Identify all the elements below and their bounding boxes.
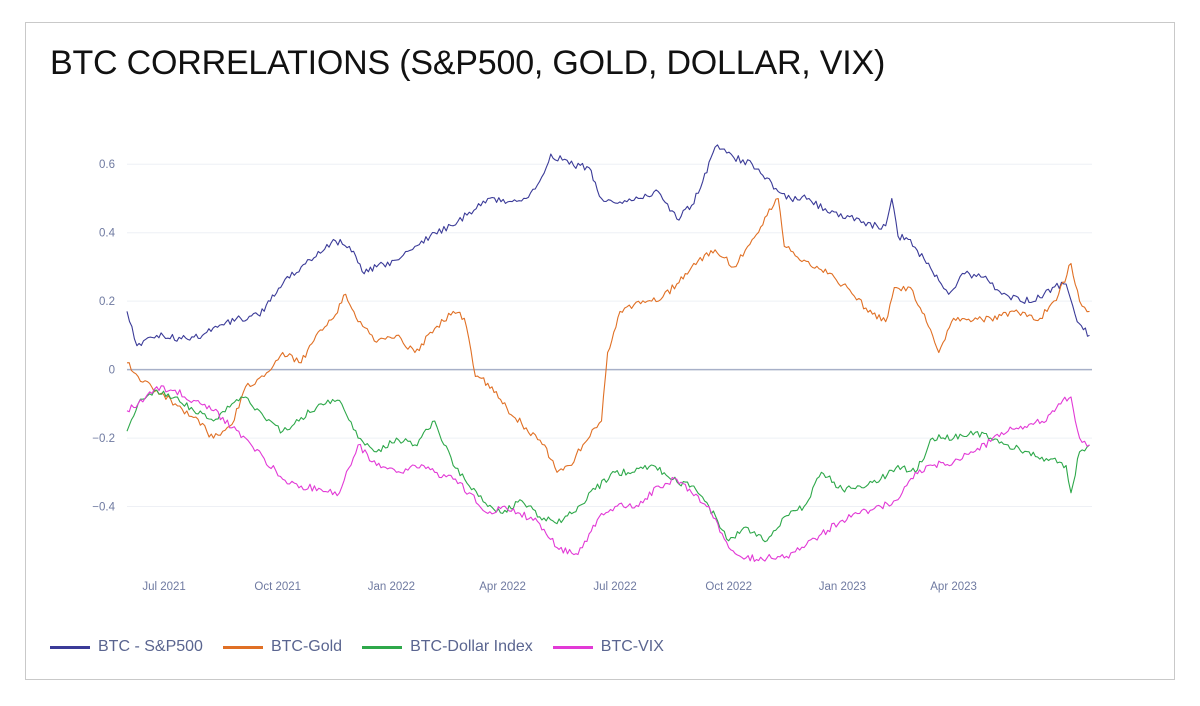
x-tick-label: Oct 2022 <box>705 581 752 593</box>
chart-card <box>25 22 1175 680</box>
legend-label: BTC-Dollar Index <box>410 638 533 655</box>
grid-lines <box>127 163 1092 508</box>
legend-item[interactable]: BTC-VIX <box>552 638 664 656</box>
y-tick-label: 0.2 <box>99 296 115 308</box>
legend-label: BTC - S&P500 <box>98 638 203 655</box>
series-line-btc-s-p500 <box>126 144 1090 347</box>
x-tick-label: Jul 2021 <box>142 581 185 593</box>
chart-title: BTC CORRELATIONS (S&P500, GOLD, DOLLAR, … <box>50 44 886 82</box>
legend-item[interactable]: BTC - S&P500 <box>50 638 203 656</box>
legend-item[interactable]: BTC-Dollar Index <box>362 638 533 656</box>
y-tick-label: 0 <box>109 365 115 377</box>
legend-swatch <box>552 645 593 649</box>
legend-item[interactable]: BTC-Gold <box>222 638 343 656</box>
legend-swatch <box>50 645 90 649</box>
y-tick-labels: 0.6 0.4 0.2 0 −0.2 −0.4 <box>92 159 115 513</box>
x-tick-label: Jan 2023 <box>819 581 866 593</box>
x-tick-label: Jan 2022 <box>368 581 415 593</box>
legend-label: BTC-Gold <box>270 638 343 655</box>
x-tick-label: Jul 2022 <box>593 581 636 593</box>
x-tick-label: Oct 2021 <box>254 581 301 593</box>
y-tick-label: 0.4 <box>99 228 116 240</box>
legend: BTC - S&P500 BTC-Gold BTC-Dollar Index BTC-… <box>50 638 664 656</box>
x-tick-labels: Jul 2021 Oct 2021 Jan 2022 Apr 2022 Jul 2022… <box>142 581 977 593</box>
series-lines <box>126 144 1090 562</box>
y-tick-label: −0.4 <box>92 502 115 514</box>
series-line-btc-gold <box>126 197 1090 473</box>
x-tick-label: Apr 2022 <box>479 581 526 593</box>
y-tick-label: −0.2 <box>92 433 115 445</box>
series-line-btc-dollar-index <box>126 389 1090 543</box>
legend-swatch <box>362 645 403 649</box>
y-tick-label: 0.6 <box>99 159 115 171</box>
x-tick-label: Apr 2023 <box>930 581 977 593</box>
series-line-btc-vix <box>126 385 1090 562</box>
legend-swatch <box>222 645 263 649</box>
legend-label: BTC-VIX <box>600 638 664 655</box>
